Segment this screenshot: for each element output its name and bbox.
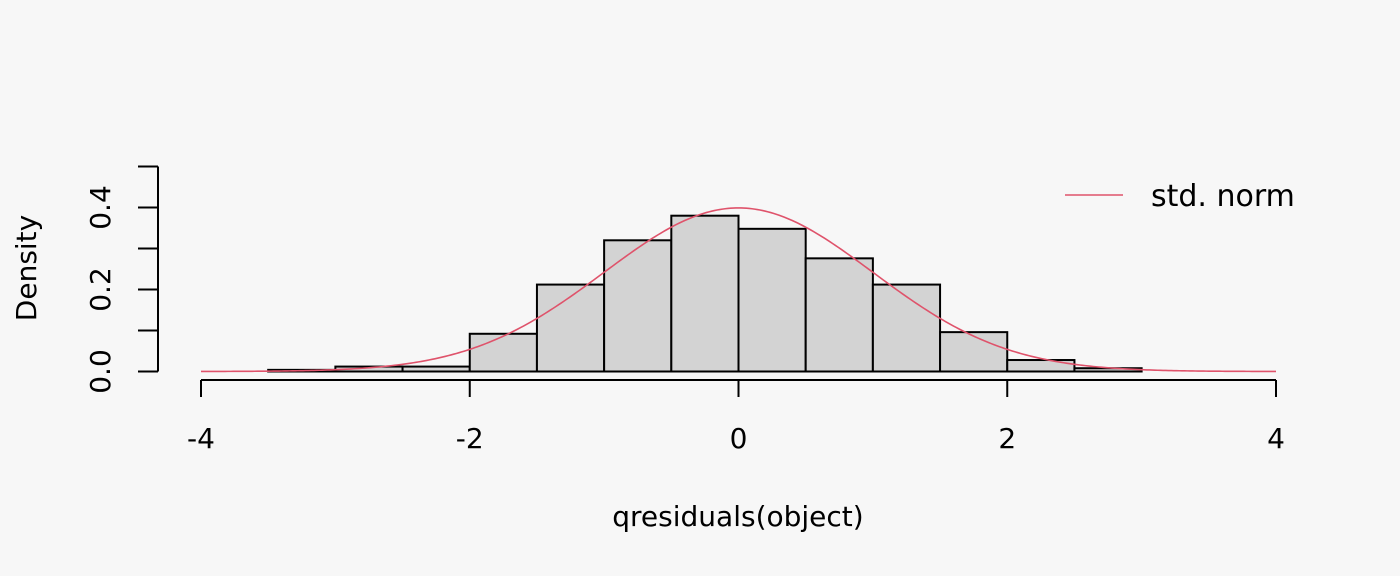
x-tick-label: -4 — [187, 422, 215, 455]
std-norm-curve — [200, 207, 1277, 373]
y-tick-label: 0.4 — [84, 185, 117, 230]
histogram-bar — [939, 331, 1009, 373]
legend-label-std-norm: std. norm — [1151, 179, 1295, 214]
histogram-bars — [267, 214, 1143, 373]
y-tick-label: 0.2 — [84, 267, 117, 312]
histogram-bar — [670, 214, 740, 373]
x-tick-label: 0 — [730, 422, 748, 455]
y-axis-title: Density — [10, 215, 43, 321]
histogram-bar — [871, 283, 942, 373]
histogram-bar — [603, 239, 673, 373]
legend: std. norm — [1065, 179, 1295, 214]
x-axis-title: qresiduals(object) — [612, 500, 863, 533]
y-axis: 0.0 0.2 0.4 — [84, 165, 159, 394]
y-tick-label: 0.0 — [84, 349, 117, 394]
x-tick-label: 2 — [998, 422, 1016, 455]
histogram-bar — [468, 332, 538, 373]
x-tick-label: -2 — [456, 422, 484, 455]
histogram-bar — [737, 227, 807, 373]
histogram-bar — [804, 257, 874, 373]
histogram-bar — [535, 283, 606, 373]
x-axis: -4 -2 0 2 4 — [187, 379, 1285, 455]
histogram-bar — [401, 365, 471, 373]
histogram-bar — [1006, 359, 1076, 373]
x-tick-label: 4 — [1267, 422, 1285, 455]
